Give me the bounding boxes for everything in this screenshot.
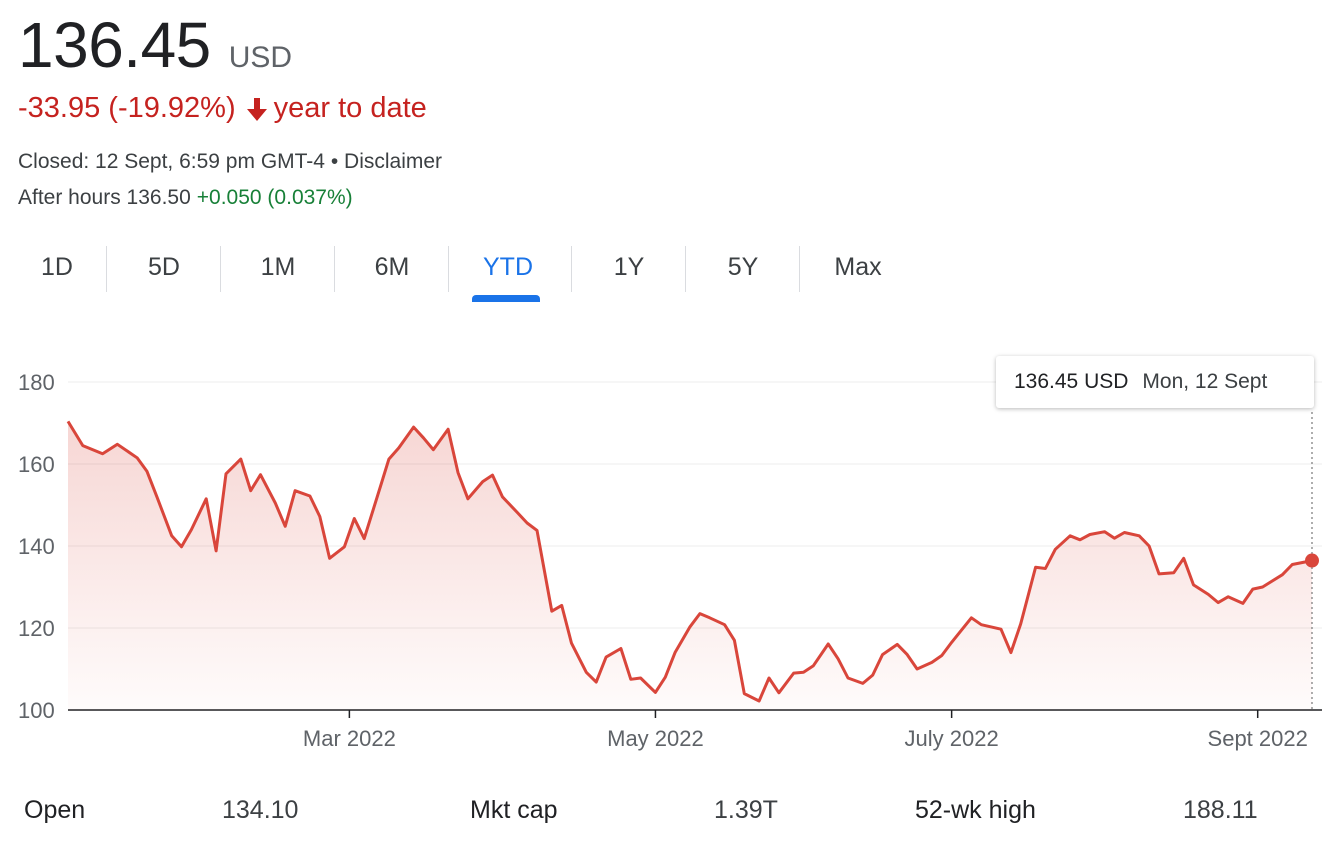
stat-value-open: 134.10 [222,796,299,824]
tab-divider [448,246,449,292]
tab-1d[interactable]: 1D [0,242,114,296]
tab-label: 5Y [727,253,759,281]
after-hours-price: After hours 136.50 [18,186,191,209]
arrow-down-icon [246,96,268,122]
tab-label: 6M [374,253,410,281]
tab-max[interactable]: Max [801,242,915,296]
x-tick-label: May 2022 [607,726,704,751]
tab-ytd[interactable]: YTD [451,242,565,302]
stat-label-mkt-cap: Mkt cap [470,796,558,824]
stat-value-mkt-cap: 1.39T [714,796,778,824]
tab-5d[interactable]: 5D [107,242,221,296]
price-chart[interactable]: 100 120 140 160 180 Mar 2022 May 2022 July 2022… [0,340,1334,760]
tab-label: Max [834,253,882,281]
tooltip-value: 136.45 USD [1014,370,1129,393]
closed-text: Closed: 12 Sept, 6:59 pm GMT-4 [18,150,325,173]
change-period: year to date [273,92,427,124]
stat-value-52wk-high: 188.11 [1183,796,1258,824]
y-tick-label: 160 [18,452,55,477]
y-tick-label: 120 [18,616,55,641]
stat-label-open: Open [24,796,86,824]
x-tick-label: July 2022 [905,726,999,751]
hover-point [1305,553,1319,568]
x-tick-label: Mar 2022 [303,726,396,751]
market-status: Closed: 12 Sept, 6:59 pm GMT-4 • Disclai… [18,150,442,174]
tab-6m[interactable]: 6M [335,242,449,296]
tab-divider [106,246,107,292]
tooltip-date: Mon, 12 Sept [1142,370,1268,393]
tab-label: 1D [41,253,73,281]
price-line [66,420,1313,703]
currency-label: USD [228,41,293,74]
change-value: -33.95 (-19.92%) [18,92,236,124]
tab-1m[interactable]: 1M [221,242,335,296]
hover-tooltip: 136.45 USD Mon, 12 Sept [996,356,1314,408]
y-tick-label: 180 [18,370,55,395]
price-change: -33.95 (-19.92%) year to date [18,92,427,125]
after-hours-change: +0.050 (0.037%) [196,186,353,209]
area-fill [68,421,1312,710]
disclaimer-link[interactable]: Disclaimer [344,150,443,173]
tab-divider [334,246,335,292]
tab-label: 1Y [613,253,645,281]
y-tick-label: 100 [18,698,55,723]
tab-divider [220,246,221,292]
tab-1y[interactable]: 1Y [572,242,686,296]
bullet-separator: • [330,150,339,173]
tab-divider [685,246,686,292]
range-tabs: 1D 5D 1M 6M YTD 1Y 5Y Max [0,242,920,302]
x-tick-label: Sept 2022 [1208,726,1308,751]
tab-divider [571,246,572,292]
price-header: 136.45 USD [18,8,292,82]
stat-label-52wk-high: 52-wk high [915,796,1036,824]
current-price: 136.45 [18,9,211,81]
after-hours: After hours 136.50 +0.050 (0.037%) [18,186,353,210]
y-tick-label: 140 [18,534,55,559]
active-tab-indicator [472,295,540,302]
tab-5y[interactable]: 5Y [686,242,800,296]
tab-label: 5D [148,253,180,281]
tab-divider [799,246,800,292]
tab-label: 1M [260,253,296,281]
tab-label: YTD [483,253,533,281]
key-stats: Open 134.10 Mkt cap 1.39T 52-wk high 188… [0,796,1334,836]
